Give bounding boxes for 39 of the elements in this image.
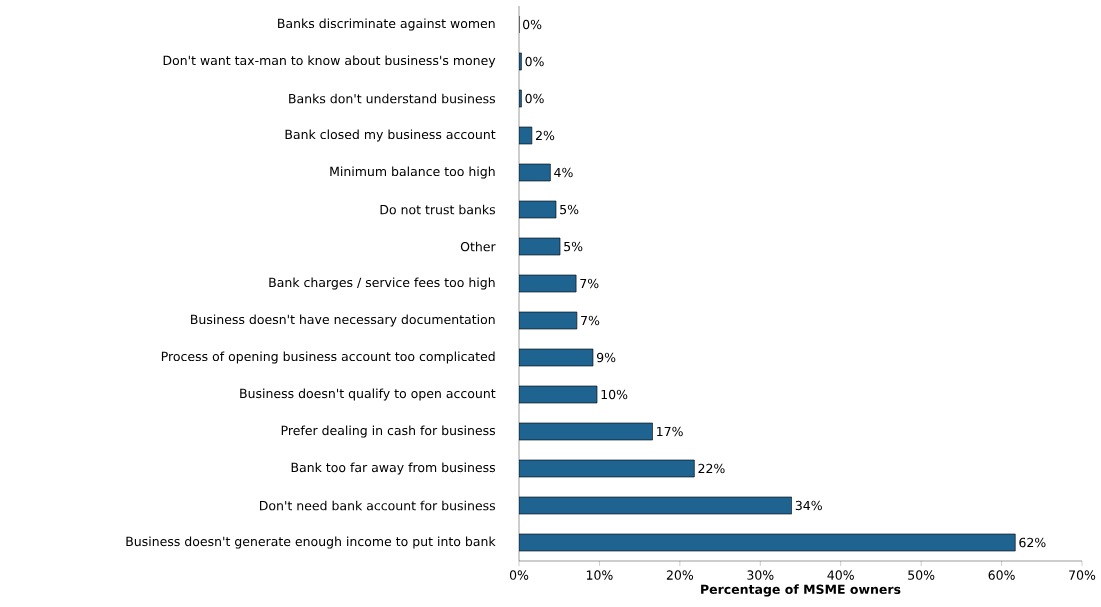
y-tick-label: Business doesn't generate enough income to put into bank	[126, 536, 496, 549]
data-label: 17%	[657, 426, 683, 437]
y-tick-label: Process of opening business account too complicated	[161, 351, 495, 364]
y-tick-label: Other	[460, 241, 496, 252]
data-label: 9%	[596, 352, 616, 363]
x-tick-label: 70%	[1069, 570, 1096, 580]
data-label: 7%	[581, 315, 600, 326]
y-tick-label: Don't want tax-man to know about business's money	[163, 55, 496, 68]
data-label: 34%	[795, 500, 822, 511]
data-label: 0%	[525, 93, 544, 104]
x-tick-label: 50%	[908, 570, 935, 580]
y-tick-label: Do not trust banks	[380, 204, 496, 215]
y-tick-label: Banks don't understand business	[289, 93, 496, 104]
x-tick-label: 60%	[988, 570, 1015, 580]
x-tick-label: 30%	[747, 570, 774, 580]
data-label: 0%	[525, 56, 544, 67]
y-tick-label: Prefer dealing in cash for business	[281, 425, 496, 438]
x-tick-label: 20%	[666, 570, 694, 580]
data-label: 4%	[554, 167, 573, 178]
data-label: 7%	[580, 278, 599, 289]
y-tick-label: Business doesn't have necessary documentation	[191, 314, 495, 327]
y-tick-label: Bank charges / service fees too high	[269, 277, 495, 290]
data-label: 5%	[560, 204, 579, 215]
y-tick-label: Business doesn't qualify to open account	[240, 388, 496, 401]
x-tick-label: 40%	[827, 570, 854, 580]
y-tick-label: Bank too far away from business	[291, 462, 496, 475]
data-label: 0%	[523, 19, 542, 30]
data-label: 10%	[601, 389, 628, 400]
y-tick-label: Minimum balance too high	[330, 166, 495, 179]
data-label: 5%	[564, 241, 583, 252]
data-label: 22%	[698, 463, 725, 474]
data-label: 62%	[1019, 537, 1046, 548]
y-tick-label: Bank closed my business account	[285, 129, 496, 142]
y-tick-label: Banks discriminate against women	[278, 18, 495, 31]
x-axis-title: Percentage of MSME owners	[701, 584, 901, 597]
data-label: 2%	[535, 130, 555, 141]
x-tick-label: 0%	[509, 570, 529, 580]
y-tick-label: Don't need bank account for business	[260, 500, 496, 511]
x-tick-label: 10%	[586, 570, 613, 580]
